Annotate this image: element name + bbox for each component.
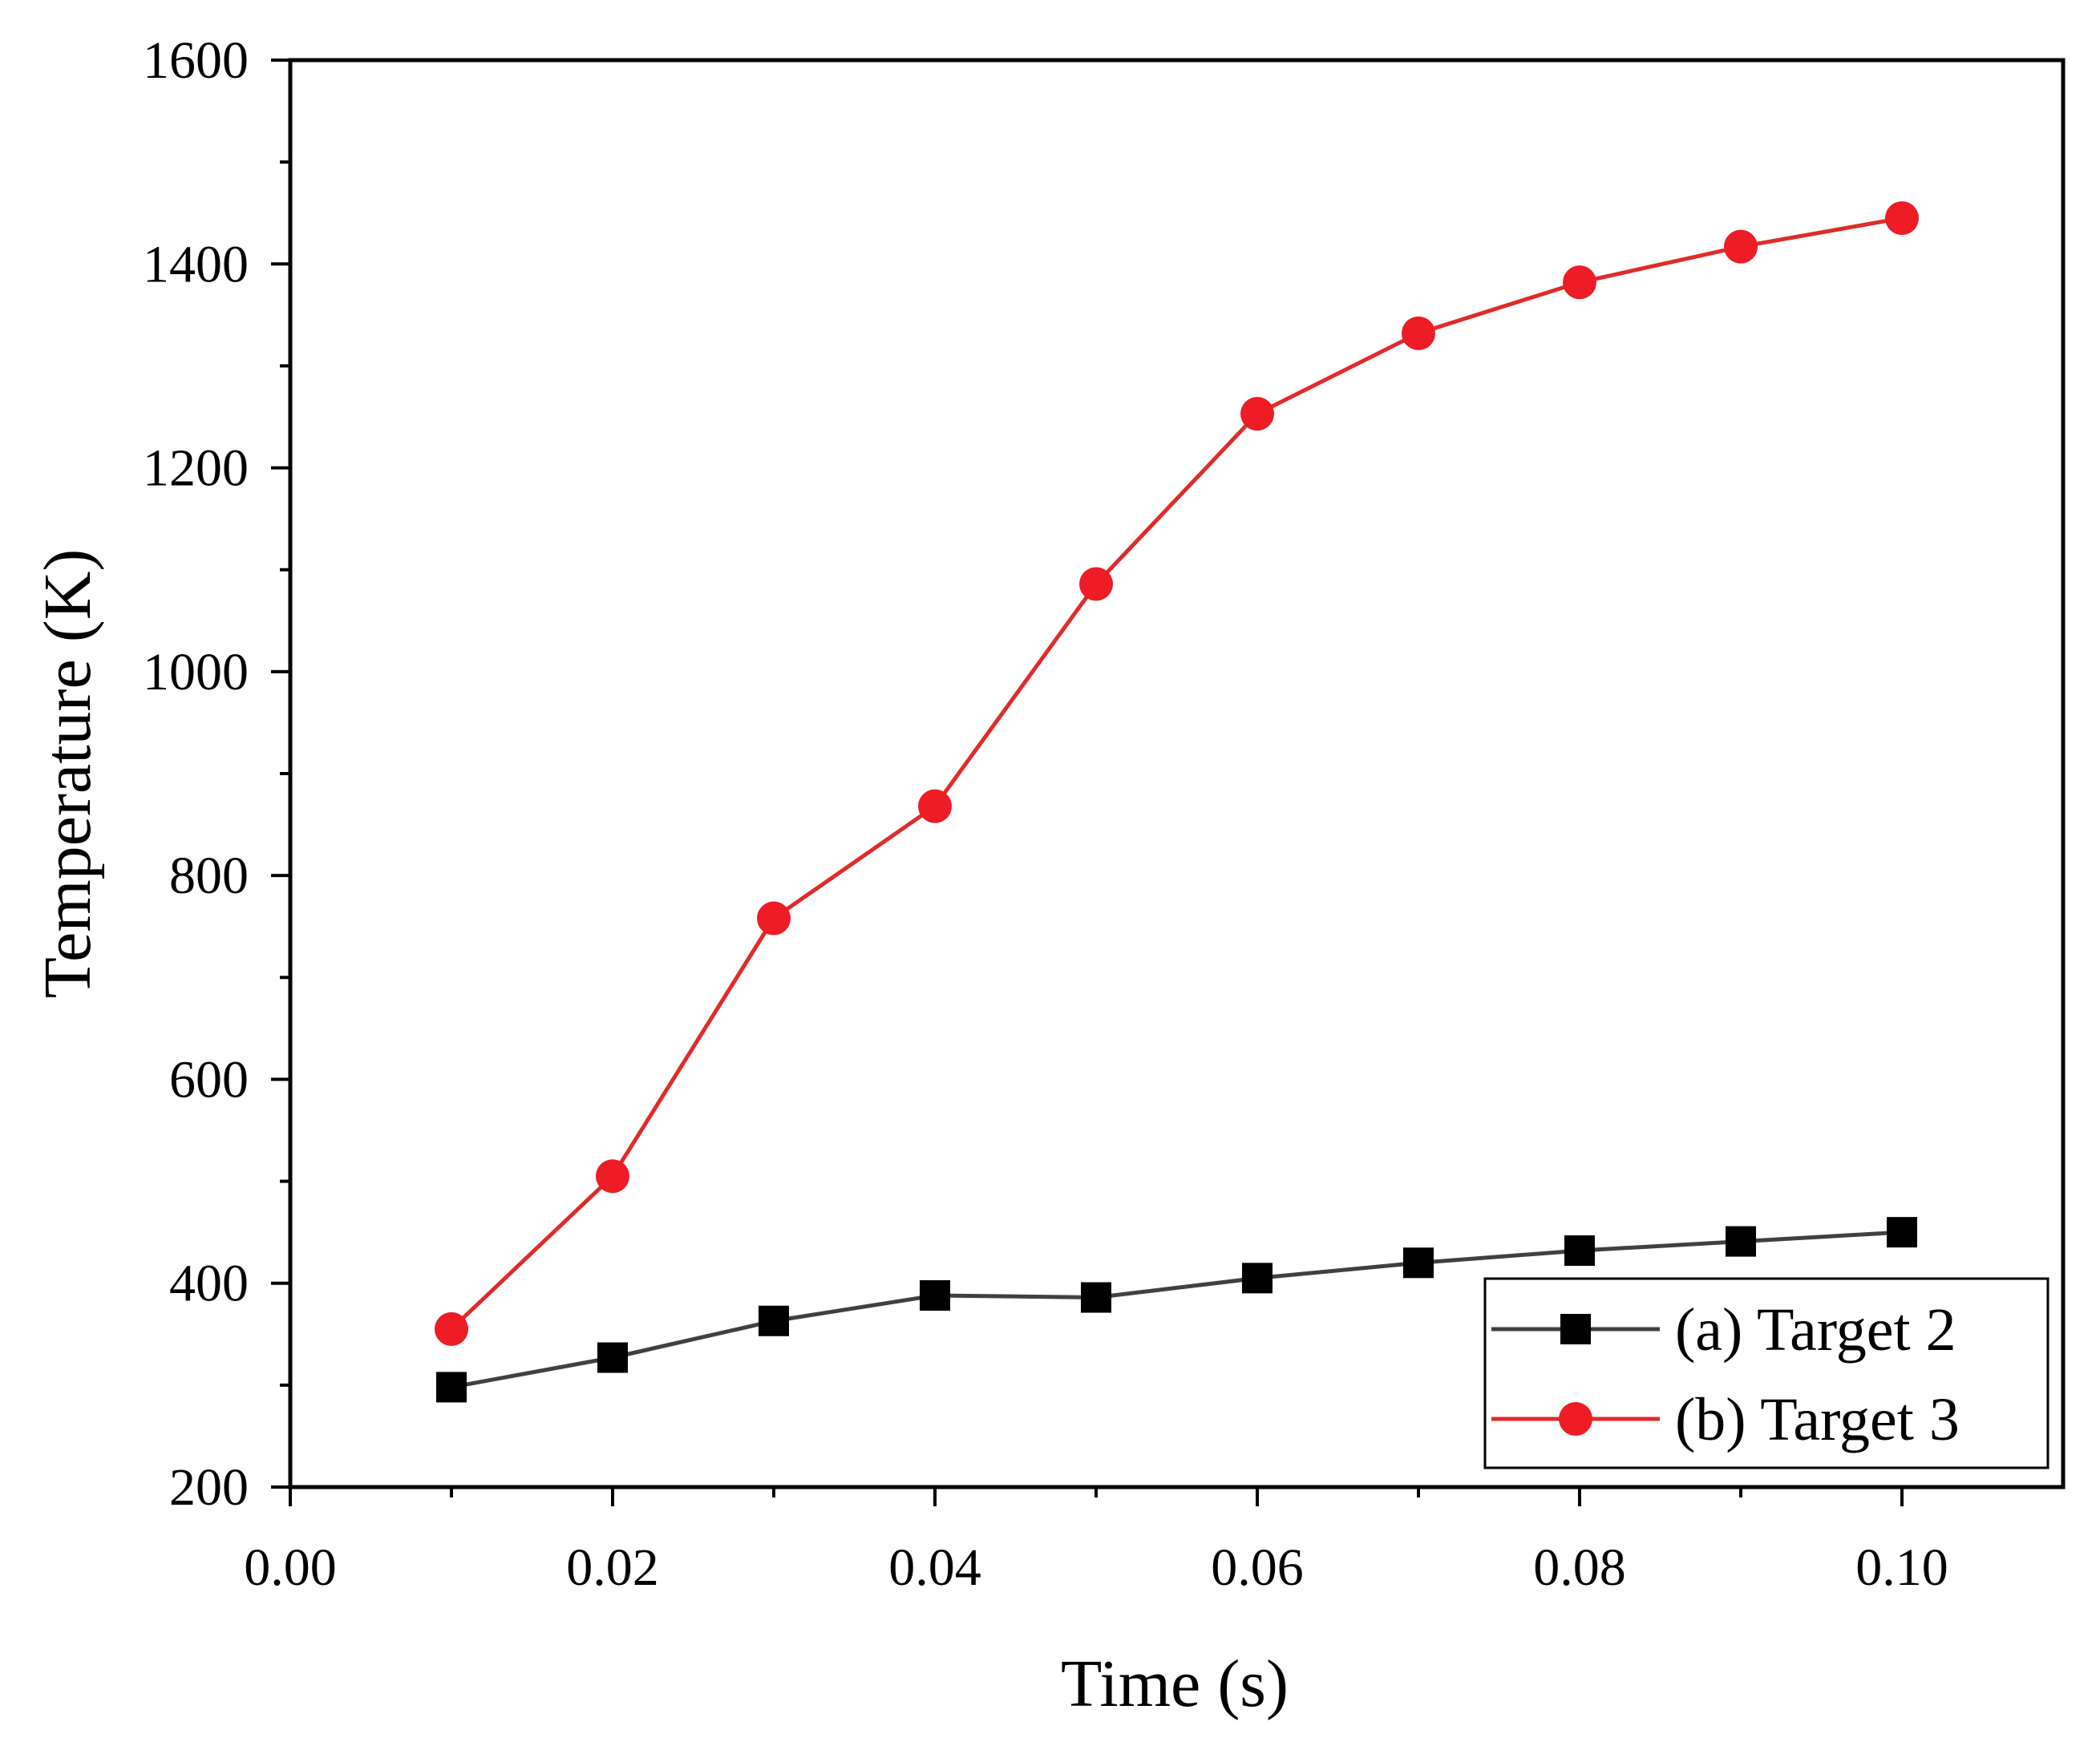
x-axis-label: Time (s)	[1061, 1647, 1289, 1721]
y-tick-label: 400	[169, 1255, 249, 1313]
x-tick-label: 0.00	[244, 1538, 337, 1597]
series-layer	[435, 201, 1919, 1403]
x-tick-label: 0.08	[1533, 1538, 1626, 1597]
y-axis-label: Temperature (K)	[30, 549, 105, 999]
data-point	[759, 1305, 789, 1336]
y-tick-label: 800	[169, 847, 249, 905]
axes-layer: 0.00 0.02 0.04 0.06 0.08 0.10 200 400 600 800 1000…	[143, 31, 2066, 1597]
data-point	[1564, 1235, 1595, 1267]
x-tick-label: 0.02	[566, 1538, 659, 1597]
y-tick-label: 200	[169, 1458, 249, 1517]
y-tick-label: 1200	[143, 439, 249, 498]
data-point	[436, 1372, 467, 1403]
legend-marker	[1560, 1314, 1591, 1344]
legend-label: (b) Target 3	[1675, 1386, 1960, 1453]
data-point	[1403, 1247, 1434, 1279]
data-point	[1242, 1263, 1273, 1294]
series-line	[450, 216, 1903, 1331]
legend-box	[1483, 1277, 2049, 1469]
y-tick-label: 1400	[143, 235, 249, 293]
data-point	[1885, 201, 1919, 236]
data-point	[920, 1279, 950, 1311]
series-target-3	[435, 201, 1919, 1346]
data-point	[1563, 265, 1596, 300]
legend-marker	[1559, 1402, 1592, 1436]
x-tick-label: 0.04	[888, 1538, 981, 1597]
data-point	[596, 1159, 629, 1194]
y-tick-label: 1000	[143, 643, 249, 701]
data-point	[1726, 1226, 1756, 1257]
y-tick-label: 1600	[143, 31, 249, 90]
data-point	[757, 901, 791, 936]
series-line	[451, 1230, 1903, 1389]
x-tick-label: 0.10	[1855, 1538, 1948, 1597]
data-point	[597, 1342, 628, 1373]
data-point	[435, 1311, 468, 1346]
data-point	[1240, 397, 1274, 431]
data-point	[1079, 567, 1113, 601]
data-point	[1081, 1282, 1111, 1313]
y-tick-label: 600	[169, 1050, 249, 1109]
data-point	[1887, 1217, 1917, 1248]
series-target-2	[436, 1217, 1917, 1403]
data-point	[1724, 229, 1758, 264]
legend-label: (a) Target 2	[1675, 1296, 1956, 1364]
legend: (a) Target 2 (b) Target 3	[1483, 1277, 2049, 1469]
plot-frame	[288, 58, 2066, 1489]
data-point	[918, 789, 952, 823]
x-tick-label: 0.06	[1211, 1538, 1304, 1597]
data-point	[1402, 316, 1435, 350]
